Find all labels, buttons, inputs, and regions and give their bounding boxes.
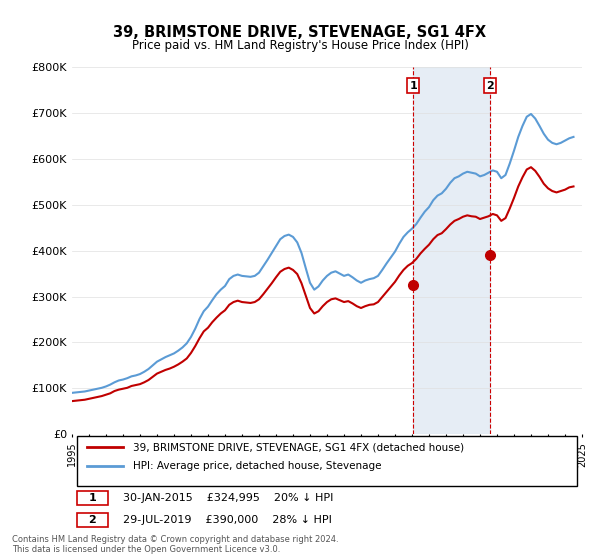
Text: 1: 1 bbox=[409, 81, 417, 91]
Text: 2: 2 bbox=[89, 515, 96, 525]
Text: 30-JAN-2015    £324,995    20% ↓ HPI: 30-JAN-2015 £324,995 20% ↓ HPI bbox=[123, 493, 334, 503]
Text: HPI: Average price, detached house, Stevenage: HPI: Average price, detached house, Stev… bbox=[133, 461, 382, 472]
Text: 1: 1 bbox=[89, 493, 96, 503]
Text: 39, BRIMSTONE DRIVE, STEVENAGE, SG1 4FX: 39, BRIMSTONE DRIVE, STEVENAGE, SG1 4FX bbox=[113, 25, 487, 40]
Text: 39, BRIMSTONE DRIVE, STEVENAGE, SG1 4FX (detached house): 39, BRIMSTONE DRIVE, STEVENAGE, SG1 4FX … bbox=[133, 442, 464, 452]
FancyBboxPatch shape bbox=[77, 514, 108, 527]
FancyBboxPatch shape bbox=[77, 492, 108, 505]
Bar bbox=[413, 67, 490, 434]
Text: 29-JUL-2019    £390,000    28% ↓ HPI: 29-JUL-2019 £390,000 28% ↓ HPI bbox=[123, 515, 332, 525]
Text: 2: 2 bbox=[486, 81, 494, 91]
FancyBboxPatch shape bbox=[77, 436, 577, 486]
Text: Price paid vs. HM Land Registry's House Price Index (HPI): Price paid vs. HM Land Registry's House … bbox=[131, 39, 469, 52]
Text: Contains HM Land Registry data © Crown copyright and database right 2024.
This d: Contains HM Land Registry data © Crown c… bbox=[12, 535, 338, 554]
